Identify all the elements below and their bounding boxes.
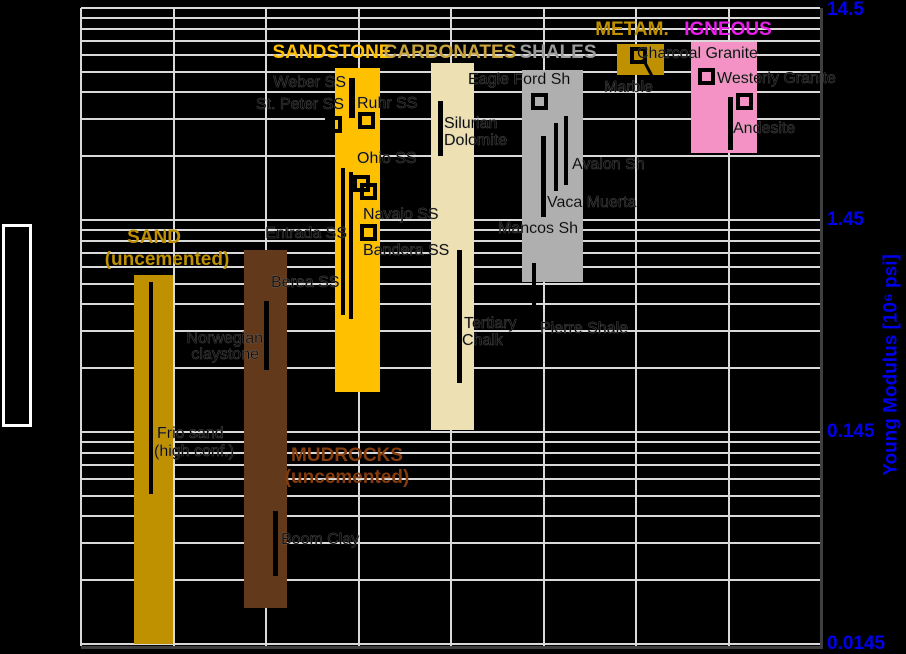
carbonates-range (457, 250, 462, 383)
sand-bar (134, 275, 173, 644)
sand-title: SAND (127, 227, 181, 248)
igneous-title: IGNEOUS (684, 19, 772, 40)
mudrocks-rock-label: Norwegian (186, 330, 263, 347)
sandstone-rock-label: Navajo SS (363, 206, 439, 223)
right-tick-label: 1.45 (827, 209, 864, 230)
sandstone-rock-label: Entrada SS (265, 225, 347, 242)
shales-title: SHALES (519, 42, 597, 63)
sand-title: (uncemented) (104, 249, 230, 270)
shales-rock-label: Avalon Sh (572, 156, 645, 173)
bottom-axis-line (81, 646, 823, 649)
mudrocks-rock-label: claystone (191, 346, 259, 363)
v-gridline (635, 8, 637, 646)
v-gridline (727, 8, 730, 646)
igneous-marker (735, 92, 753, 110)
sand-range (149, 281, 153, 494)
carbonates-rock-label: Silurian (444, 115, 498, 132)
shales-range (564, 115, 568, 186)
carbonates-rock-label: Tertiary (464, 315, 517, 332)
metamorphic-title: METAM. (595, 19, 669, 40)
right-tick-label: 0.145 (827, 421, 875, 442)
shales-rock-label: Vaca Muerta (547, 194, 637, 211)
sandstone-range (349, 77, 355, 118)
v-gridline (542, 8, 545, 646)
sandstone-range (349, 172, 353, 320)
sandstone-rock-label: Bandera SS (363, 242, 450, 259)
sandstone-rock-label: Berea SS (271, 274, 340, 291)
v-gridline (80, 8, 82, 646)
sandstone-rock-label: Ruhr SS (357, 95, 418, 112)
shales-range (532, 262, 536, 308)
sandstone-rock-label: Weber SS (273, 74, 346, 91)
shales-marker (530, 92, 548, 110)
mudrocks-range (273, 510, 278, 576)
sandstone-title: SANDSTONE (272, 42, 392, 63)
mudrocks-range (264, 300, 269, 370)
igneous-bar (691, 42, 757, 153)
metamorphic-marker (629, 46, 647, 64)
carbonates-title: CARBONATES (383, 42, 517, 63)
sandstone-range (341, 168, 345, 316)
mudrocks-title: (uncemented) (284, 467, 410, 488)
shales-rock-label: Pierre Shale (540, 320, 629, 337)
mudrocks-title: MUDROCKS (291, 445, 403, 466)
sandstone-marker (357, 111, 375, 129)
right-axis-title: Young Modulus [10⁶ psi] (880, 254, 902, 476)
sandstone-marker (359, 223, 377, 241)
right-axis-line (820, 8, 823, 649)
sandstone-rock-label: St. Peter SS (255, 96, 345, 113)
shales-rock-label: Eagle Ford Sh (468, 71, 571, 88)
left-axis-label-box (2, 224, 32, 427)
carbonates-range (438, 100, 443, 157)
sand-rock-label: Frio sand (157, 425, 224, 442)
igneous-rock-label: Charcoal Granite (637, 45, 758, 62)
sandstone-rock-label: Ohio SS (357, 150, 417, 167)
igneous-marker (697, 68, 715, 86)
shales-rock-label: Mancos Sh (498, 220, 579, 237)
metamorphic-rock-label: Marble (604, 79, 653, 96)
igneous-rock-label: Westerly Granite (717, 70, 836, 87)
carbonates-rock-label: Chalk (462, 332, 503, 349)
carbonates-rock-label: Dolomite (444, 132, 508, 149)
shales-range (554, 122, 558, 191)
igneous-range (728, 97, 733, 151)
right-tick-label: 14.5 (827, 0, 864, 20)
igneous-rock-label: Andesite (733, 120, 796, 137)
shales-range (541, 135, 546, 218)
right-tick-label: 0.0145 (827, 633, 886, 654)
v-gridline (172, 8, 175, 646)
sandstone-marker (359, 182, 377, 200)
mudrocks-rock-label: Boom Clay (281, 531, 360, 548)
sandstone-marker (324, 115, 342, 133)
sand-rock-label: (high conf.) (154, 443, 235, 460)
